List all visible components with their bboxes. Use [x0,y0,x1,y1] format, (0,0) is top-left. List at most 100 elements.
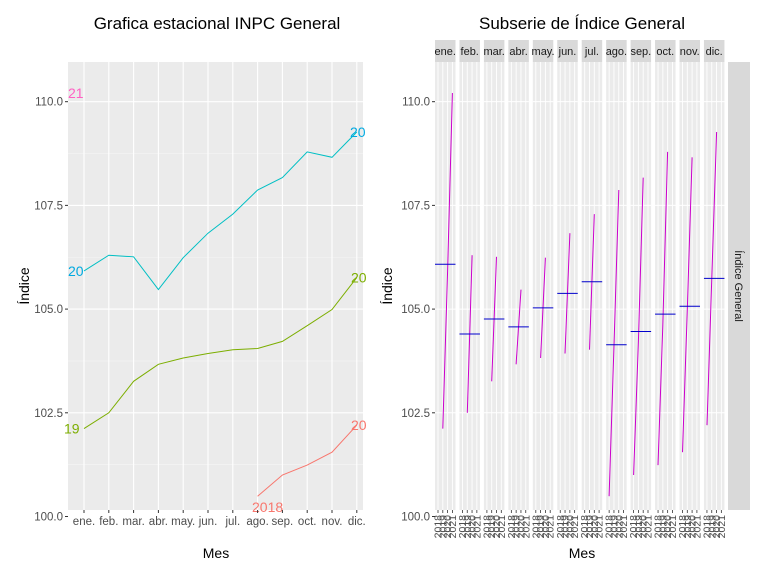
y-tick-label: 110.0 [402,97,430,109]
line-label: 20 [350,124,366,140]
x-tick-year-label: 2021 [471,515,483,539]
seasonal-line-labels: 2018 19 20 20 20 20 21 [64,85,367,515]
month-panel-bg [532,62,554,510]
month-strip-label: nov. [680,46,700,58]
x-tick-year-label: 2019 [682,515,694,539]
month-strip-label: may. [532,46,555,58]
x-tick-year-label: 2020 [613,515,625,539]
y-tick-label: 100.0 [401,512,430,524]
month-strip-label: ene. [435,46,456,58]
facet-strip-label: Índice General [732,250,745,322]
x-tick-year-label: 2021 [643,515,655,539]
x-tick-year-label: 2019 [511,515,523,539]
x-tick-label: ago. [246,516,268,528]
x-tick-label: mar. [122,516,144,528]
x-tick-year-label: 2018 [702,515,714,539]
month-strip-label: jul. [584,46,599,58]
x-tick-year-label: 2021 [569,515,581,539]
x-tick-year-label: 2020 [687,515,699,539]
seasonal-chart: Grafica estacional INPC General 20181920… [16,14,367,561]
x-tick-label: ene. [73,516,95,528]
month-strip [435,40,456,62]
y-tick-label: 105.0 [34,304,63,316]
x-tick-year-label: 2019 [657,515,669,539]
x-tick-label: may. [171,516,195,528]
seasonal-grid [68,62,363,518]
x-tick-year-label: 2021 [691,515,703,539]
month-strip [703,40,725,62]
month-strip [655,40,676,62]
seasonal-plot-panel [68,62,363,510]
subseries-line [633,177,644,476]
seasonal-series-lines [83,131,358,497]
month-strip-label: sep. [630,46,651,58]
y-tick-label: 107.5 [401,200,430,212]
x-tick-year-label: 2021 [716,515,728,539]
x-tick-year-label: 2019 [706,515,718,539]
subseries-x-axis-title: Mes [569,545,595,561]
x-tick-year-label: 2020 [589,515,601,539]
x-tick-label: feb. [99,516,118,528]
x-tick-year-label: 2021 [447,515,459,539]
line-label: 20 [351,270,367,286]
x-tick-label: dic. [348,516,366,528]
x-tick-year-label: 2020 [540,515,552,539]
month-panel-bg [703,62,725,510]
series-line-2019 [83,277,358,430]
subseries-y-axis-title: Índice [379,267,395,305]
x-tick-year-label: 2020 [564,515,576,539]
subseries-month-panels: ene.2018201920202021feb.2018201920202021… [433,40,728,538]
month-strip-label: jun. [558,46,577,58]
seasonal-y-axis-title: Índice [16,267,32,305]
y-tick-label: 100.0 [34,512,63,524]
x-tick-year-label: 2021 [496,515,508,539]
subseries-chart: Subserie de Índice General Índice Genera… [379,14,750,561]
y-tick-label: 102.5 [401,408,430,420]
month-strip [630,40,652,62]
x-tick-year-label: 2019 [486,515,498,539]
x-tick-year-label: 2018 [653,515,665,539]
month-strip-label: mar. [483,46,504,58]
x-tick-year-label: 2019 [437,515,449,539]
subseries-line [442,92,453,429]
x-tick-year-label: 2018 [604,515,616,539]
series-line-2020 [83,131,358,291]
month-panel-bg [508,62,529,510]
line-label: 21 [68,85,84,101]
x-tick-year-label: 2019 [560,515,572,539]
subseries-line [706,131,718,426]
x-tick-year-label: 2020 [442,515,454,539]
x-tick-year-label: 2018 [433,515,445,539]
month-strip [581,40,603,62]
x-tick-year-label: 2021 [618,515,630,539]
x-tick-label: abr. [149,516,168,528]
x-tick-label: jul. [224,516,240,528]
x-tick-label: sep. [272,516,294,528]
x-tick-label: nov. [322,516,343,528]
series-line-2018 [257,424,358,497]
y-tick-label: 107.5 [34,200,63,212]
month-strip-label: abr. [509,46,527,58]
x-tick-year-label: 2018 [506,515,518,539]
subseries-chart-title: Subserie de Índice General [479,14,685,33]
x-tick-year-label: 2018 [628,515,640,539]
month-strip [557,40,578,62]
x-tick-year-label: 2021 [520,515,532,539]
x-tick-year-label: 2018 [530,515,542,539]
x-tick-label: oct. [298,516,317,528]
month-strip [679,40,700,62]
month-panel-bg [630,62,652,510]
x-tick-year-label: 2021 [667,515,679,539]
x-tick-year-label: 2020 [491,515,503,539]
x-tick-year-label: 2020 [711,515,723,539]
x-tick-year-label: 2020 [467,515,479,539]
x-tick-year-label: 2018 [579,515,591,539]
x-tick-year-label: 2018 [555,515,567,539]
subseries-line [682,157,693,453]
